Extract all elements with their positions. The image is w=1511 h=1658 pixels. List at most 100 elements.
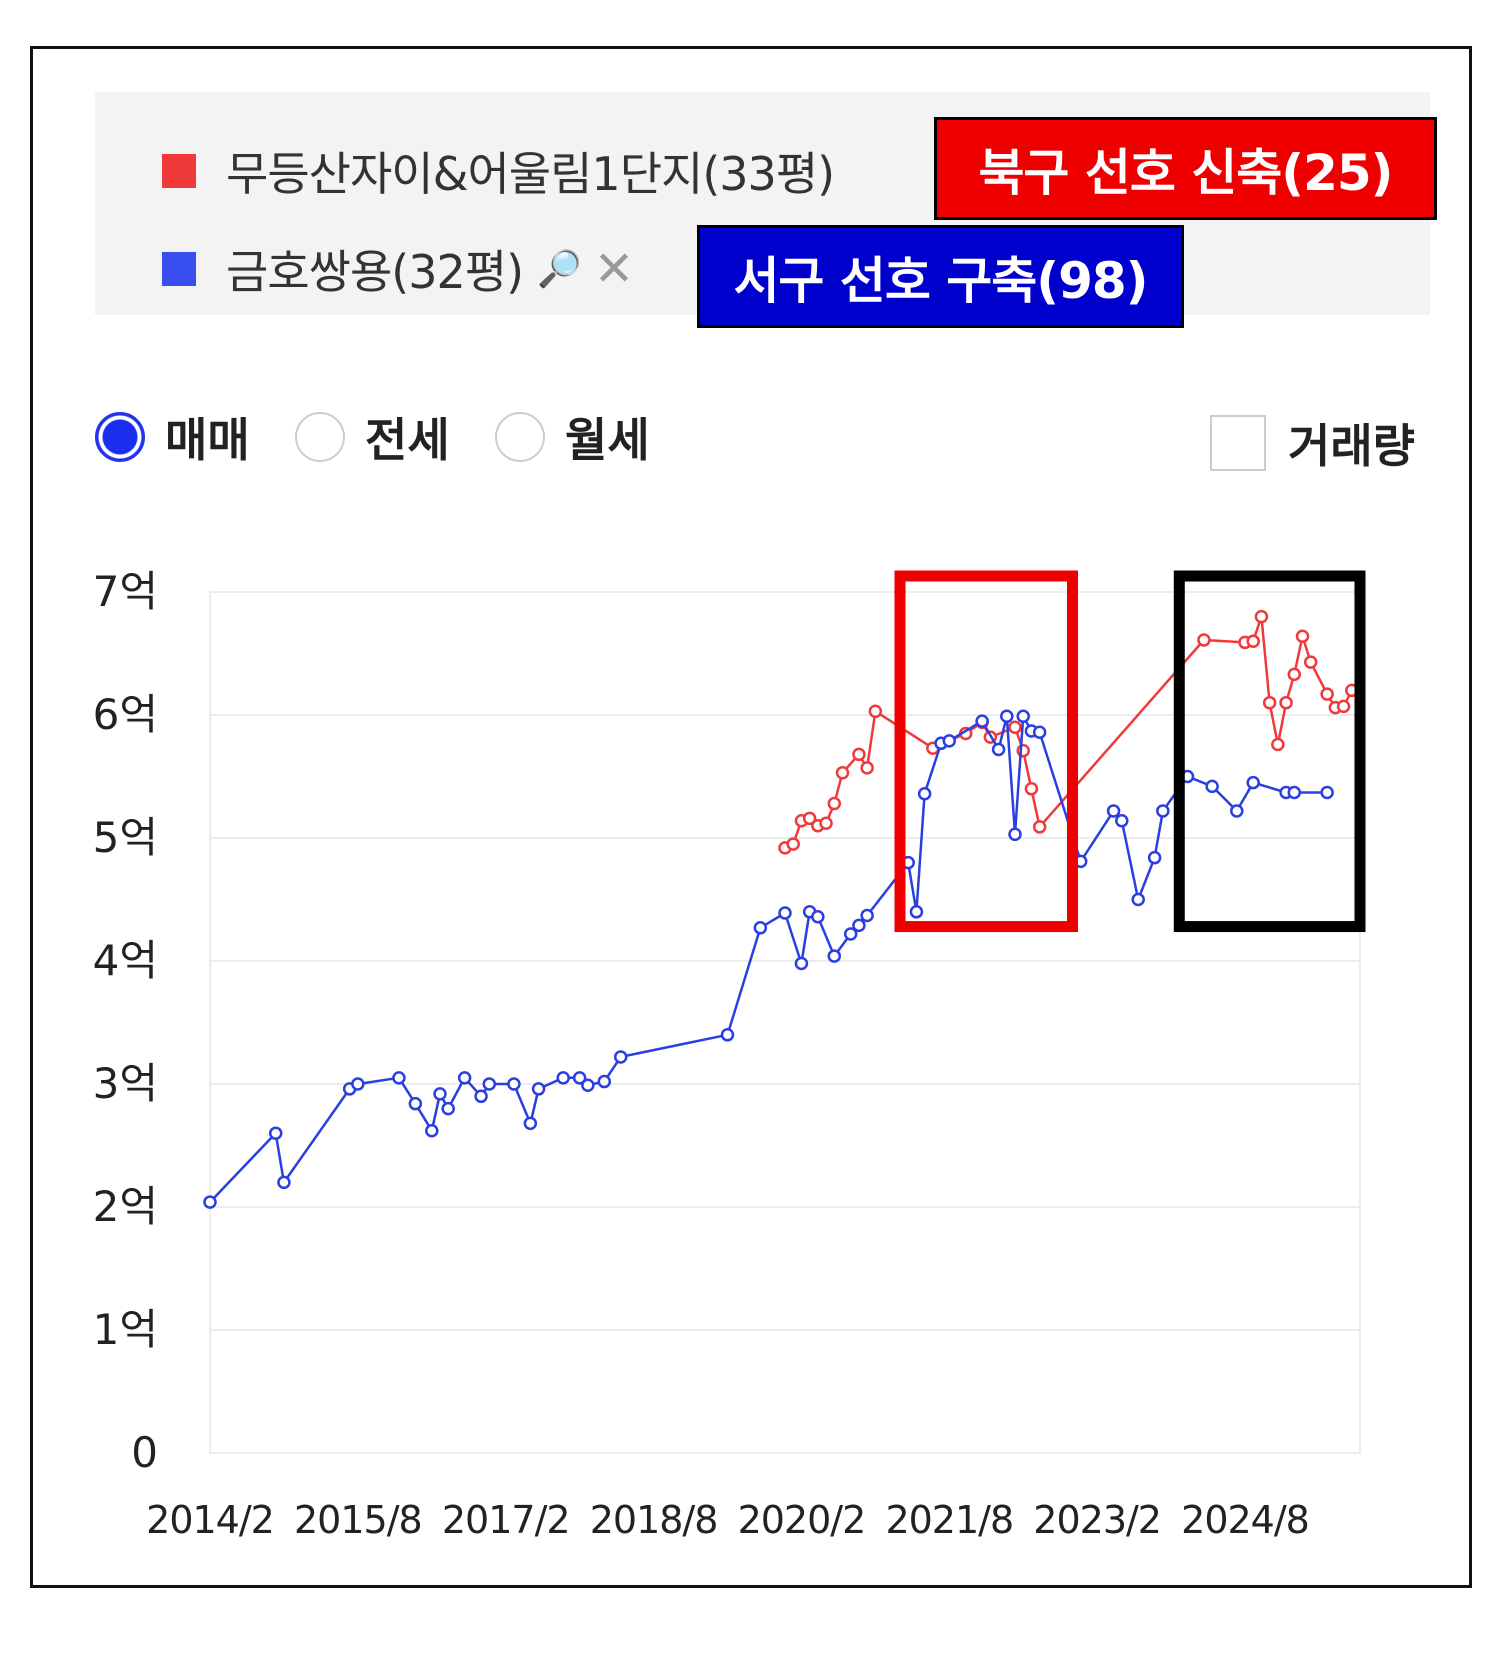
- data-point-blue: [1246, 775, 1260, 790]
- data-point-blue: [1008, 827, 1022, 842]
- close-icon[interactable]: ✕: [593, 241, 635, 297]
- highlight-box-black: [1173, 570, 1366, 933]
- data-point-blue: [827, 949, 842, 963]
- data-point-blue: [1000, 709, 1014, 723]
- data-point-blue: [572, 1071, 587, 1085]
- data-point-blue: [1016, 709, 1030, 723]
- data-point-blue: [975, 714, 989, 728]
- data-point-red: [819, 816, 833, 830]
- data-point-red: [1246, 634, 1260, 648]
- data-point-blue: [778, 906, 792, 920]
- data-point-blue: [597, 1074, 612, 1089]
- data-point-red: [786, 837, 800, 851]
- legend-item-blue[interactable]: 금호쌍용(32평) 🔎 ✕: [162, 236, 634, 302]
- data-point-red: [1320, 687, 1334, 701]
- tag-blue: 서구 선호 구축(98): [697, 225, 1184, 328]
- data-point-red: [868, 704, 883, 719]
- volume-checkbox[interactable]: 거래량: [1210, 410, 1415, 476]
- data-point-blue: [720, 1028, 735, 1042]
- radio-label-monthly: 월세: [565, 413, 650, 467]
- data-point-blue: [991, 742, 1006, 757]
- data-point-blue: [531, 1082, 546, 1096]
- x-tick-label: 2017/2: [442, 1498, 570, 1542]
- radio-jeonse[interactable]: 전세: [295, 404, 450, 470]
- radio-circle-monthly[interactable]: [495, 412, 545, 462]
- data-point-blue: [556, 1071, 570, 1085]
- x-tick-label: 2014/2: [146, 1498, 274, 1542]
- plot-border: [209, 591, 1361, 1454]
- radio-label-sale: 매매: [165, 413, 250, 467]
- data-point-blue: [1106, 804, 1121, 818]
- data-point-blue: [1320, 785, 1334, 800]
- checkbox-box[interactable]: [1210, 415, 1267, 471]
- data-point-red: [802, 811, 817, 826]
- legend-swatch-blue: [162, 252, 196, 286]
- x-tick-label: 2015/8: [294, 1498, 422, 1542]
- y-tick-label: 3억: [93, 1059, 158, 1108]
- data-point-red: [835, 766, 850, 780]
- data-point-blue: [474, 1089, 488, 1104]
- data-point-blue: [203, 1195, 217, 1209]
- data-point-blue: [794, 956, 809, 971]
- data-point-blue: [408, 1096, 423, 1111]
- checkbox-label: 거래량: [1288, 419, 1415, 473]
- legend-swatch-red: [162, 154, 196, 188]
- y-tick-label: 6억: [93, 690, 158, 739]
- data-point-blue: [1205, 779, 1219, 794]
- data-point-red: [1287, 667, 1302, 682]
- data-point-red: [1032, 820, 1047, 834]
- radio-circle-jeonse[interactable]: [295, 412, 345, 462]
- tag-red: 북구 선호 신축(25): [934, 117, 1437, 220]
- data-point-red: [1303, 655, 1318, 669]
- data-point-blue: [1131, 892, 1145, 907]
- y-tick-label: 1억: [93, 1305, 158, 1354]
- data-point-blue: [909, 905, 924, 919]
- data-point-blue: [1032, 725, 1047, 739]
- x-tick-label: 2018/8: [590, 1498, 718, 1542]
- data-point-blue: [277, 1175, 291, 1190]
- data-point-red: [860, 761, 874, 775]
- chart-controls: 매매 전세 월세 거래량: [95, 404, 1430, 474]
- radio-monthly[interactable]: 월세: [495, 404, 650, 470]
- data-point-red: [1008, 720, 1022, 735]
- data-point-red: [1295, 629, 1310, 644]
- data-point-blue: [843, 927, 858, 941]
- data-point-blue: [1287, 785, 1302, 800]
- x-tick-label: 2024/8: [1181, 1498, 1309, 1542]
- data-point-blue: [942, 734, 957, 748]
- data-point-blue: [613, 1050, 628, 1064]
- data-point-blue: [457, 1071, 472, 1085]
- x-tick-label: 2020/2: [738, 1498, 866, 1542]
- y-tick-label: 4억: [93, 936, 158, 985]
- data-point-blue: [581, 1078, 595, 1092]
- data-point-red: [1024, 782, 1039, 796]
- data-point-red: [827, 796, 842, 811]
- data-point-blue: [917, 786, 932, 801]
- data-point-blue: [852, 918, 866, 933]
- data-point-blue: [507, 1077, 521, 1091]
- data-point-red: [1197, 633, 1211, 647]
- data-point-red: [1254, 609, 1269, 624]
- search-icon[interactable]: 🔎: [537, 249, 582, 290]
- data-point-red: [1271, 737, 1285, 752]
- radio-circle-sale[interactable]: [95, 412, 145, 462]
- data-point-blue: [433, 1087, 447, 1101]
- series-line-blue: [209, 714, 1328, 1203]
- data-point-blue: [1156, 804, 1170, 818]
- data-point-blue: [392, 1071, 406, 1085]
- highlight-box-red: [894, 570, 1078, 933]
- data-point-red: [852, 747, 866, 762]
- data-point-blue: [860, 908, 874, 923]
- legend-label-blue: 금호쌍용(32평): [226, 245, 524, 299]
- y-tick-label: 5억: [93, 813, 158, 862]
- data-point-blue: [425, 1123, 439, 1138]
- data-point-blue: [482, 1077, 497, 1091]
- data-point-blue: [268, 1126, 283, 1140]
- y-tick-label: 7억: [93, 567, 158, 616]
- data-point-red: [1262, 695, 1277, 710]
- y-tick-label: 0: [131, 1428, 158, 1477]
- data-point-blue: [441, 1101, 455, 1116]
- legend-item-red[interactable]: 무등산자이&어울림1단지(33평): [162, 138, 835, 204]
- radio-sale[interactable]: 매매: [95, 404, 250, 470]
